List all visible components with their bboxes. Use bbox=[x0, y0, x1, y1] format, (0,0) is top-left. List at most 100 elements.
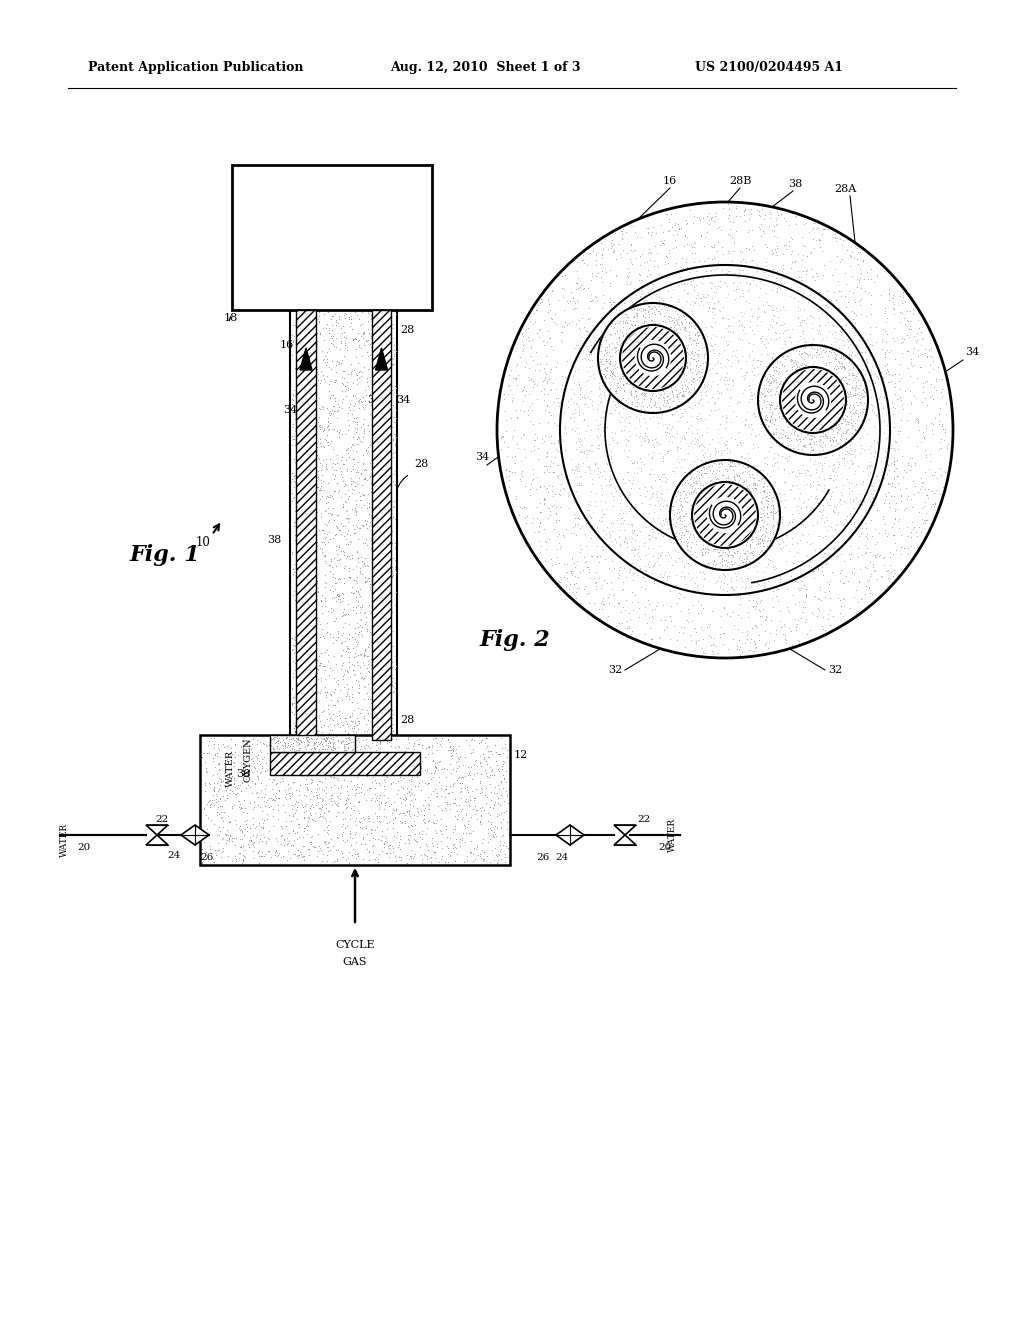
Point bbox=[811, 315, 827, 337]
Point bbox=[678, 249, 694, 271]
Point bbox=[770, 503, 786, 524]
Point bbox=[372, 810, 388, 832]
Point bbox=[618, 536, 635, 557]
Point bbox=[349, 591, 366, 612]
Point bbox=[295, 632, 311, 653]
Point bbox=[641, 395, 657, 416]
Point bbox=[636, 454, 652, 475]
Point bbox=[877, 388, 893, 409]
Point bbox=[738, 507, 755, 528]
Point bbox=[724, 554, 740, 576]
Point bbox=[624, 337, 640, 358]
Point bbox=[777, 348, 794, 370]
Point bbox=[458, 804, 474, 825]
Point bbox=[315, 832, 332, 853]
Point bbox=[556, 554, 572, 576]
Point bbox=[267, 783, 284, 804]
Point bbox=[362, 529, 379, 550]
Point bbox=[729, 466, 745, 487]
Point bbox=[623, 252, 639, 273]
Point bbox=[742, 273, 759, 294]
Point bbox=[606, 418, 623, 440]
Point bbox=[746, 350, 763, 371]
Point bbox=[311, 301, 328, 322]
Point bbox=[389, 754, 406, 775]
Point bbox=[329, 400, 345, 421]
Point bbox=[721, 395, 737, 416]
Point bbox=[820, 574, 837, 595]
Point bbox=[638, 335, 654, 356]
Point bbox=[689, 569, 706, 590]
Point bbox=[893, 389, 909, 411]
Point bbox=[798, 586, 814, 607]
Point bbox=[702, 309, 719, 330]
Point bbox=[553, 535, 569, 556]
Point bbox=[347, 475, 364, 496]
Point bbox=[925, 480, 941, 502]
Point bbox=[807, 269, 823, 290]
Point bbox=[720, 308, 736, 329]
Point bbox=[771, 279, 787, 300]
Point bbox=[596, 358, 612, 379]
Point bbox=[371, 583, 387, 605]
Point bbox=[772, 272, 788, 293]
Point bbox=[244, 762, 260, 783]
Point bbox=[806, 418, 822, 440]
Point bbox=[736, 366, 753, 387]
Point bbox=[760, 381, 776, 403]
Point bbox=[581, 330, 597, 351]
Point bbox=[769, 355, 785, 376]
Point bbox=[810, 381, 826, 403]
Point bbox=[351, 677, 368, 698]
Point bbox=[365, 374, 381, 395]
Point bbox=[595, 318, 611, 339]
Point bbox=[671, 535, 687, 556]
Point bbox=[685, 333, 701, 354]
Point bbox=[780, 599, 797, 620]
Point bbox=[302, 789, 318, 810]
Point bbox=[675, 480, 691, 502]
Point bbox=[439, 783, 456, 804]
Point bbox=[381, 837, 397, 858]
Point bbox=[442, 793, 459, 814]
Point bbox=[637, 556, 653, 577]
Point bbox=[723, 347, 739, 368]
Point bbox=[841, 374, 857, 395]
Point bbox=[271, 731, 288, 752]
Point bbox=[653, 523, 670, 544]
Point bbox=[715, 564, 731, 585]
Point bbox=[497, 738, 513, 759]
Point bbox=[604, 338, 621, 359]
Point bbox=[756, 572, 772, 593]
Point bbox=[245, 834, 261, 855]
Point bbox=[316, 832, 333, 853]
Point bbox=[659, 411, 676, 432]
Point bbox=[722, 388, 738, 409]
Point bbox=[262, 795, 279, 816]
Point bbox=[719, 556, 735, 577]
Point bbox=[337, 375, 353, 396]
Point bbox=[306, 536, 323, 557]
Point bbox=[557, 466, 573, 487]
Point bbox=[652, 317, 669, 338]
Point bbox=[561, 573, 578, 594]
Point bbox=[281, 841, 297, 862]
Point bbox=[616, 510, 633, 531]
Point bbox=[688, 333, 705, 354]
Point bbox=[300, 690, 316, 711]
Point bbox=[725, 459, 741, 480]
Point bbox=[813, 502, 829, 523]
Point bbox=[683, 267, 699, 288]
Point bbox=[777, 471, 794, 492]
Point bbox=[687, 380, 703, 401]
Point bbox=[489, 743, 506, 764]
Point bbox=[527, 424, 544, 445]
Point bbox=[708, 312, 724, 333]
Point bbox=[406, 810, 422, 832]
Point bbox=[647, 531, 664, 552]
Point bbox=[645, 256, 662, 277]
Point bbox=[846, 498, 862, 519]
Point bbox=[756, 544, 772, 565]
Point bbox=[362, 473, 379, 494]
Point bbox=[650, 508, 667, 529]
